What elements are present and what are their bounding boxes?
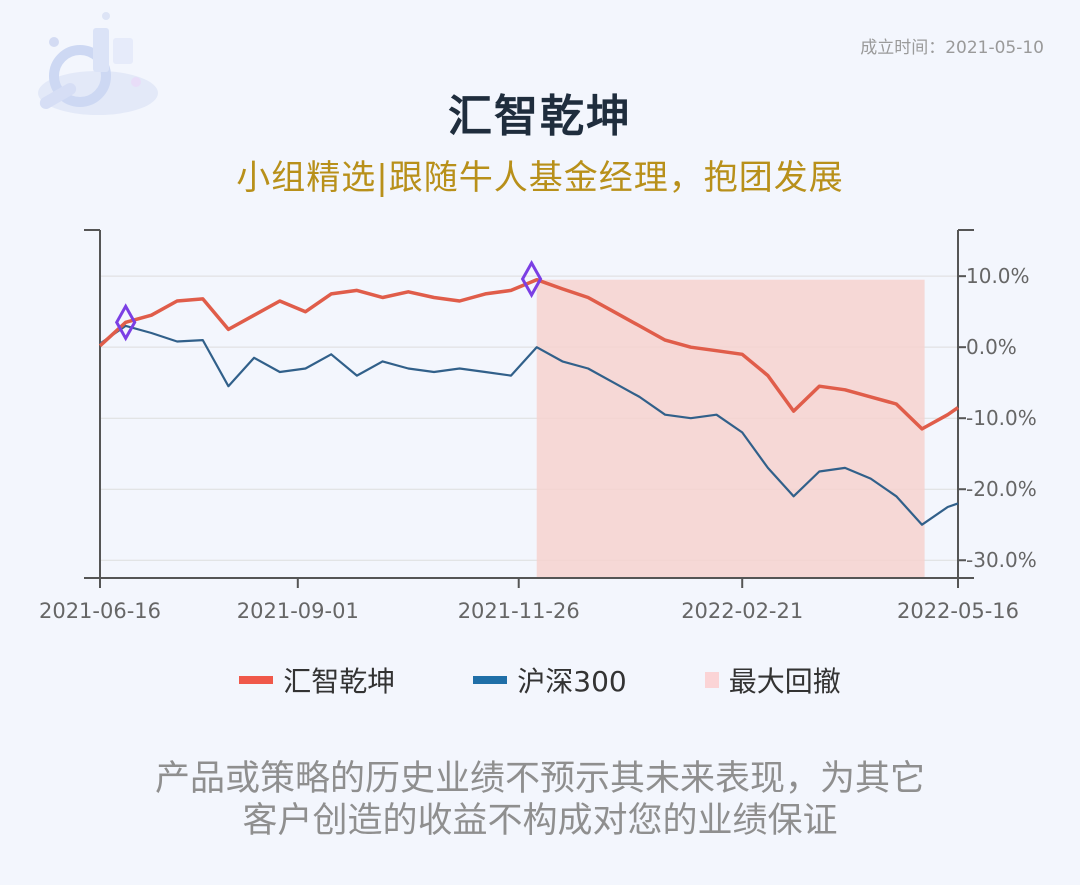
disclaimer-line-2: 客户创造的收益不构成对您的业绩保证: [242, 801, 838, 841]
legend-label-index: 沪深300: [517, 665, 627, 698]
y-tick-label: 0.0%: [966, 335, 1017, 359]
y-tick-label: -30.0%: [966, 548, 1037, 572]
legend: 汇智乾坤 沪深300 最大回撤: [0, 660, 1080, 700]
drawdown-band: [536, 279, 925, 578]
max-drawdown-marker: [520, 259, 543, 299]
x-tick-label: 2021-06-16: [39, 599, 161, 623]
legend-item-drawdown[interactable]: 最大回撤: [704, 660, 841, 700]
legend-label-fund: 汇智乾坤: [283, 665, 396, 698]
performance-chart: 10.0% 0.0% -10.0% -20.0% -30.0% 2021-06-16 202…: [39, 229, 1037, 623]
x-tick-label: 2022-05-16: [897, 599, 1019, 623]
legend-swatch-drawdown: [704, 672, 719, 688]
chart-subtitle: 小组精选|跟随牛人基金经理，抱团发展: [236, 158, 844, 198]
founded-date: 成立时间：2021-05-10: [860, 38, 1044, 58]
x-tick-label: 2022-02-21: [681, 599, 803, 623]
magnifier-illustration: [38, 12, 158, 115]
legend-swatch-fund: [239, 676, 274, 684]
series-line-fund: [98, 277, 959, 431]
legend-swatch-index: [473, 676, 508, 684]
chart-title: 汇智乾坤: [448, 91, 632, 142]
x-tick-label: 2021-11-26: [458, 599, 580, 623]
legend-item-index[interactable]: 沪深300: [473, 660, 627, 700]
disclaimer: 产品或策略的历史业绩不预示其未来表现，为其它 客户创造的收益不构成对您的业绩保证: [0, 758, 1080, 842]
y-tick-label: 10.0%: [966, 264, 1030, 288]
legend-item-fund[interactable]: 汇智乾坤: [239, 660, 395, 700]
series-line-index: [99, 324, 959, 526]
disclaimer-line-1: 产品或策略的历史业绩不预示其未来表现，为其它: [154, 759, 925, 799]
max-drawdown-marker: [114, 303, 137, 342]
legend-label-drawdown: 最大回撤: [728, 665, 841, 698]
y-tick-label: -20.0%: [966, 477, 1037, 501]
y-tick-label: -10.0%: [966, 406, 1037, 430]
x-tick-label: 2021-09-01: [237, 599, 359, 623]
